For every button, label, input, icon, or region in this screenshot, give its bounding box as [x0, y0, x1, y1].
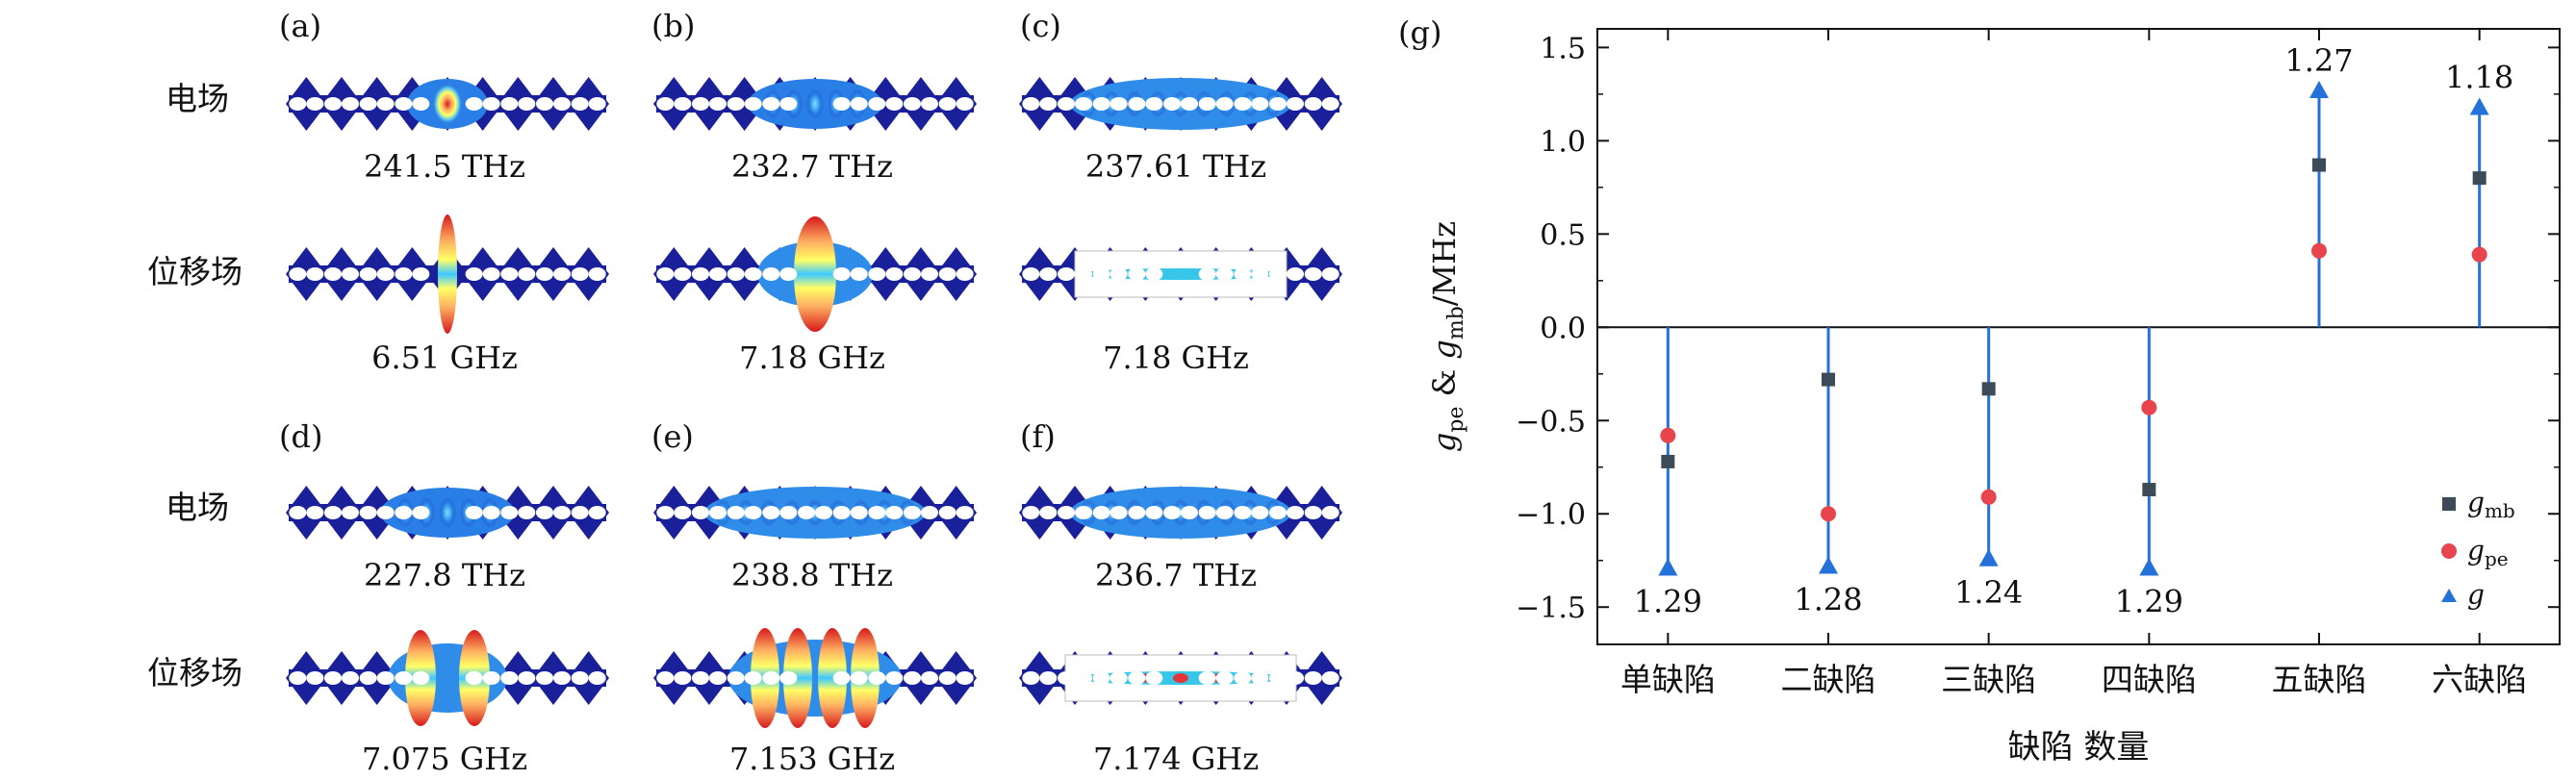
g-point — [2469, 97, 2489, 115]
g-point — [2309, 81, 2329, 98]
legend-marker-gmb — [2442, 497, 2456, 511]
freq-electric-f: 236.7 THz — [1095, 557, 1257, 593]
mode-image-r3c3 — [1019, 486, 1342, 540]
freq-disp-c: 7.18 GHz — [1103, 340, 1249, 376]
freq-disp-a: 6.51 GHz — [371, 340, 518, 376]
g-point — [1978, 548, 1999, 566]
row-label-electric: 电场 — [166, 80, 229, 117]
gpe-point — [1660, 427, 1676, 443]
freq-electric-c: 237.61 THz — [1085, 148, 1266, 185]
gpe-point — [2311, 242, 2327, 259]
gmb-point — [1822, 372, 1835, 387]
gpe-point — [1980, 489, 1997, 505]
x-axis-label: 缺陷 数量 — [2008, 728, 2150, 767]
mode-image-r3c2 — [653, 486, 977, 540]
panel-label-b: (b) — [651, 8, 695, 44]
legend-marker-gpe — [2441, 543, 2457, 559]
mode-image-r2c3 — [1019, 247, 1342, 301]
mode-image-r2c1 — [286, 214, 609, 334]
x-tick-label: 五缺陷 — [2272, 661, 2367, 698]
panel-label-f: (f) — [1020, 418, 1056, 455]
gmb-point — [1661, 454, 1675, 468]
y-tick-label: 0.5 — [1540, 218, 1586, 252]
y-tick-label: −0.5 — [1516, 405, 1586, 439]
freq-disp-f: 7.174 GHz — [1093, 741, 1259, 777]
x-tick-label: 单缺陷 — [1620, 661, 1716, 698]
x-tick-label: 三缺陷 — [1941, 661, 2036, 698]
y-tick-label: 1.5 — [1540, 32, 1586, 65]
g-point — [1658, 558, 1678, 576]
row-label-displacement-2: 位移场 — [147, 654, 242, 692]
g-value-label: 1.18 — [2445, 59, 2513, 95]
gmb-point — [2312, 158, 2326, 172]
gmb-point — [2142, 483, 2156, 497]
g-value-label: 1.27 — [2284, 42, 2353, 79]
mode-image-r2c2 — [653, 216, 977, 332]
mode-image-r1c2 — [653, 77, 977, 131]
legend-label-g: g — [2467, 579, 2485, 611]
x-tick-label: 四缺陷 — [2102, 661, 2197, 698]
freq-disp-e: 7.153 GHz — [729, 741, 895, 777]
legend: gmb gpe g — [2441, 487, 2515, 611]
mode-image-r4c2 — [653, 628, 977, 728]
x-tick-label: 六缺陷 — [2432, 661, 2527, 698]
y-tick-label: 1.0 — [1540, 125, 1586, 159]
g-point — [1819, 556, 1838, 574]
freq-disp-b: 7.18 GHz — [739, 340, 885, 376]
freq-electric-e: 238.8 THz — [731, 557, 893, 593]
freq-electric-a: 241.5 THz — [364, 148, 525, 185]
y-tick-label: −1.0 — [1516, 498, 1586, 532]
plot-frame — [1596, 28, 2561, 645]
freq-electric-d: 227.8 THz — [364, 557, 525, 593]
panel-label-e: (e) — [651, 418, 694, 455]
panel-label-a: (a) — [279, 8, 321, 44]
gpe-point — [2471, 246, 2487, 263]
panel-label-d: (d) — [279, 418, 322, 455]
gmb-point — [2472, 171, 2487, 186]
x-tick-label: 二缺陷 — [1781, 661, 1876, 698]
mode-image-r1c1 — [286, 77, 609, 131]
g-value-label: 1.28 — [1794, 582, 1862, 618]
mode-image-r3c1 — [286, 486, 609, 540]
field-panels: 电场 位移场 电场 位移场 (a) (b) (c) (d) (e) (f) 24… — [147, 8, 1342, 777]
y-axis-label: gpe & gmb/MHz — [1426, 221, 1468, 452]
gmb-point — [1981, 382, 1996, 396]
mode-image-r4c1 — [286, 630, 609, 726]
g-value-label: 1.29 — [2115, 583, 2183, 619]
legend-marker-g — [2441, 589, 2457, 602]
g-value-label: 1.29 — [1634, 583, 1702, 619]
y-tick-label: 0.0 — [1540, 312, 1586, 345]
mode-image-r4c3 — [1019, 651, 1342, 705]
legend-label-gmb: gmb — [2467, 487, 2515, 522]
freq-electric-b: 232.7 THz — [731, 148, 893, 185]
y-tick-label: −1.5 — [1516, 591, 1586, 625]
gpe-point — [2141, 399, 2157, 415]
coupling-chart: (g) −1.5 −1.0 −0.5 0.0 0.5 1.0 1.5 单缺陷 二缺陷 三缺陷 四缺陷… — [1398, 14, 2561, 767]
panel-label-c: (c) — [1020, 8, 1061, 44]
row-label-electric-2: 电场 — [166, 489, 229, 526]
legend-label-gpe: gpe — [2467, 535, 2509, 570]
chart-panel-label: (g) — [1398, 14, 1441, 51]
mode-image-r1c3 — [1019, 77, 1342, 131]
freq-disp-d: 7.075 GHz — [362, 741, 527, 777]
g-point — [2139, 558, 2159, 576]
row-label-displacement: 位移场 — [147, 253, 242, 290]
g-value-label: 1.24 — [1954, 574, 2023, 611]
gpe-point — [1821, 506, 1836, 522]
